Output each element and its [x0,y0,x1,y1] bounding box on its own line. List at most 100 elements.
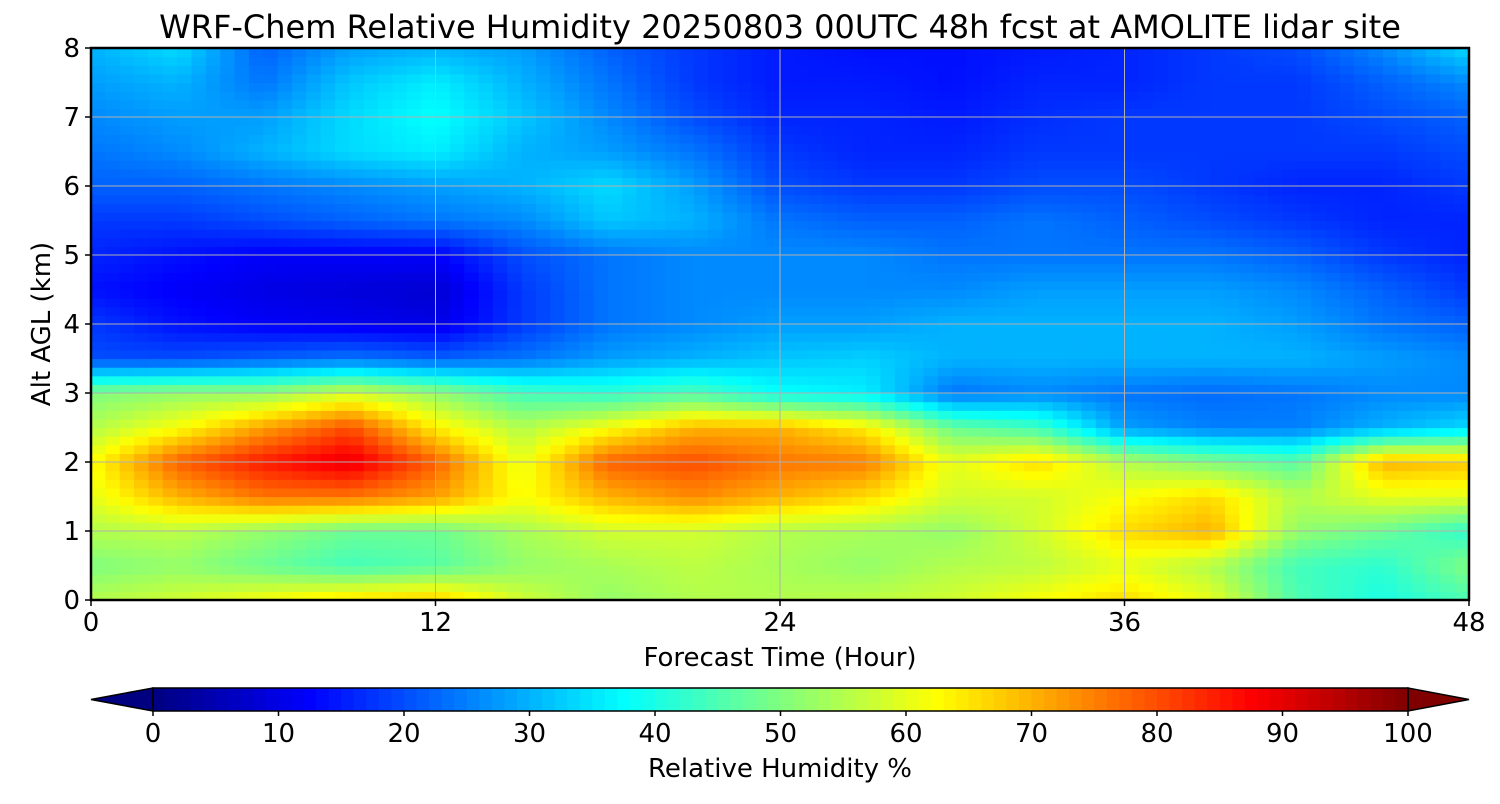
heatmap-cell [794,280,810,291]
heatmap-cell [1339,375,1355,385]
heatmap-cell [478,358,494,368]
heatmap-cell [1210,220,1226,230]
heatmap-cell [464,203,480,213]
heatmap-cell [177,194,193,204]
heatmap-cell [507,556,523,567]
heatmap-cell [1038,289,1054,299]
heatmap-cell [1110,427,1126,437]
heatmap-cell [1138,591,1154,601]
heatmap-cell [579,548,594,558]
heatmap-cell [406,582,422,592]
heatmap-cell [1181,565,1197,575]
heatmap-cell [1239,280,1255,291]
heatmap-cell [421,358,437,368]
heatmap-cell [134,203,150,213]
heatmap-cell [564,401,580,411]
heatmap-cell [335,565,350,575]
heatmap-cell [335,444,350,454]
heatmap-cell [535,246,551,256]
heatmap-cell [894,453,910,463]
heatmap-cell [177,367,193,377]
heatmap-cell [220,332,236,342]
heatmap-cell [91,142,106,153]
heatmap-cell [234,582,250,592]
heatmap-cell [607,246,623,256]
heatmap-cell [593,358,609,368]
heatmap-cell [1454,186,1470,196]
heatmap-cell [1311,272,1327,282]
heatmap-cell [1153,263,1169,273]
heatmap-cell [535,427,551,437]
heatmap-cell [119,513,135,523]
heatmap-cell [234,220,250,230]
heatmap-cell [693,272,709,282]
heatmap-cell [306,315,322,325]
heatmap-cell [277,522,293,532]
heatmap-cell [1124,177,1140,187]
heatmap-cell [923,522,939,532]
heatmap-cell [1339,565,1355,575]
heatmap-cell [248,427,264,437]
heatmap-cell [952,194,968,204]
heatmap-cell [464,539,480,549]
heatmap-cell [1038,479,1054,489]
heatmap-cell [880,349,896,360]
heatmap-cell [378,574,394,584]
heatmap-cell [650,505,666,515]
heatmap-cell [335,384,350,394]
heatmap-cell [823,324,839,334]
heatmap-cell [1138,582,1154,592]
heatmap-cell [765,487,781,498]
heatmap-cell [1124,160,1140,170]
heatmap-cell [966,539,982,549]
heatmap-cell [579,531,594,541]
heatmap-cell [535,479,551,489]
heatmap-cell [205,418,221,429]
heatmap-cell [679,548,695,558]
heatmap-cell [205,582,221,592]
heatmap-cell [1339,349,1355,360]
heatmap-cell [535,263,551,273]
heatmap-cell [995,349,1011,360]
heatmap-cell [406,591,422,601]
heatmap-cell [392,341,408,351]
heatmap-cell [205,462,221,472]
heatmap-cell [1339,470,1355,480]
heatmap-cell [736,349,752,360]
heatmap-cell [1440,280,1456,291]
heatmap-cell [952,384,968,394]
heatmap-cell [1454,479,1470,489]
heatmap-cell [435,505,451,515]
heatmap-cell [478,237,494,247]
heatmap-cell [349,229,365,239]
heatmap-cell [837,487,853,498]
heatmap-cell [550,496,566,506]
heatmap-cell [1354,444,1370,454]
heatmap-cell [1325,539,1341,549]
heatmap-cell [1138,220,1154,230]
heatmap-cell [1397,358,1413,368]
heatmap-cell [1411,410,1427,420]
heatmap-cell [937,160,953,170]
heatmap-cell [1339,298,1355,308]
heatmap-cell [650,298,666,308]
heatmap-cell [1339,556,1355,567]
heatmap-cell [679,358,695,368]
heatmap-cell [1368,272,1384,282]
heatmap-cell [492,255,508,265]
heatmap-cell [1196,393,1212,403]
heatmap-cell [1024,427,1039,437]
heatmap-cell [693,194,709,204]
heatmap-cell [1224,332,1240,342]
heatmap-cell [1454,401,1470,411]
heatmap-cell [1325,186,1341,196]
heatmap-cell [1397,427,1413,437]
heatmap-cell [966,315,982,325]
heatmap-cell [205,220,221,230]
heatmap-cell [306,410,322,420]
heatmap-cell [464,263,480,273]
heatmap-cell [421,186,437,196]
heatmap-cell [937,289,953,299]
heatmap-cell [378,591,394,601]
heatmap-cell [894,280,910,291]
